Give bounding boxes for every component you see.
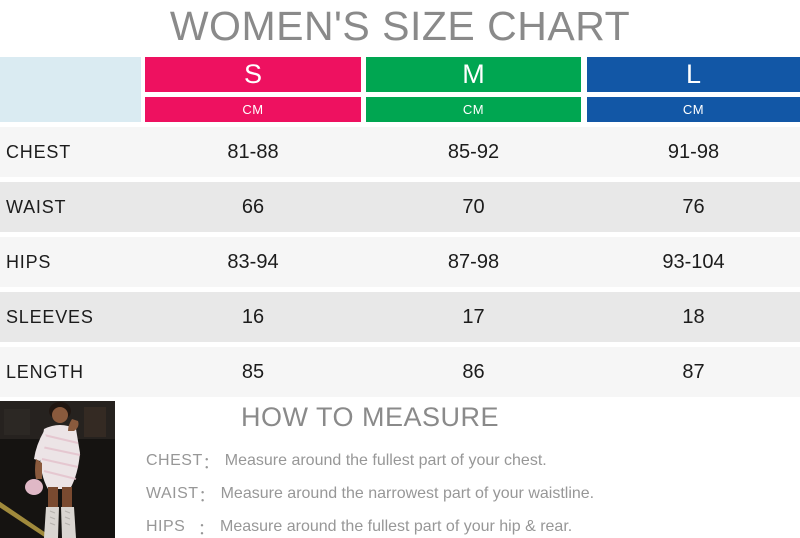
measure-line-chest-colon: ：	[202, 454, 219, 472]
measure-line-waist-text: Measure around the narrowest part of you…	[220, 484, 595, 502]
length-value-s: 85	[241, 361, 265, 383]
hips-value-s: 83-94	[227, 251, 279, 273]
model-photo-illustration	[0, 401, 115, 538]
unit-header-l: CM	[587, 97, 800, 122]
sleeves-value-l: 18	[682, 306, 705, 328]
length-value-m: 86	[462, 361, 485, 383]
table-corner-cell	[0, 57, 141, 122]
measure-line-chest-label: CHEST	[146, 451, 203, 469]
sleeves-value-s: 16	[241, 306, 265, 328]
size-header-s: S	[145, 57, 361, 92]
page-title: WOMEN'S SIZE CHART	[169, 3, 631, 49]
chest-value-m: 85-92	[447, 141, 500, 163]
row-label-length: LENGTH	[6, 362, 84, 382]
measure-line-waist-label: WAIST	[146, 484, 199, 502]
row-label-sleeves: SLEEVES	[6, 307, 94, 327]
row-label-waist: WAIST	[6, 197, 67, 217]
model-photo	[0, 401, 115, 538]
size-header-m: M	[366, 57, 581, 92]
sleeves-value-m: 17	[462, 306, 485, 328]
how-to-measure-lines: CHEST ： Measure around the fullest part …	[146, 444, 594, 538]
measure-line-waist-colon: ：	[198, 487, 215, 505]
table-row-hips: HIPS 83-94 87-98 93-104	[0, 237, 800, 287]
measure-line-chest: CHEST ： Measure around the fullest part …	[146, 444, 594, 477]
chest-value-s: 81-88	[227, 141, 279, 163]
row-label-hips: HIPS	[6, 252, 52, 272]
measure-line-hips-colon: ：	[198, 520, 215, 538]
measure-line-chest-text: Measure around the fullest part of your …	[224, 451, 547, 469]
measure-line-hips-text: Measure around the fullest part of your …	[220, 517, 573, 535]
size-header-l: L	[587, 57, 800, 92]
waist-value-m: 70	[462, 196, 485, 218]
table-row-waist: WAIST 66 70 76	[0, 182, 800, 232]
unit-header-s: CM	[145, 97, 361, 122]
measure-line-hips: HIPS ： Measure around the fullest part o…	[146, 510, 594, 538]
table-row-length: LENGTH 85 86 87	[0, 347, 800, 397]
row-label-chest: CHEST	[6, 142, 72, 162]
waist-value-s: 66	[241, 196, 265, 218]
chest-value-l: 91-98	[667, 141, 720, 163]
measure-line-waist: WAIST ： Measure around the narrowest par…	[146, 477, 594, 510]
waist-value-l: 76	[682, 196, 705, 218]
hips-value-m: 87-98	[447, 251, 500, 273]
length-value-l: 87	[682, 361, 705, 383]
hips-value-l: 93-104	[662, 251, 725, 273]
measure-line-hips-label: HIPS	[146, 517, 186, 535]
unit-header-m: CM	[366, 97, 581, 122]
table-row-sleeves: SLEEVES 16 17 18	[0, 292, 800, 342]
how-to-measure-heading: HOW TO MEASURE	[240, 402, 500, 432]
table-row-chest: CHEST 81-88 85-92 91-98	[0, 127, 800, 177]
